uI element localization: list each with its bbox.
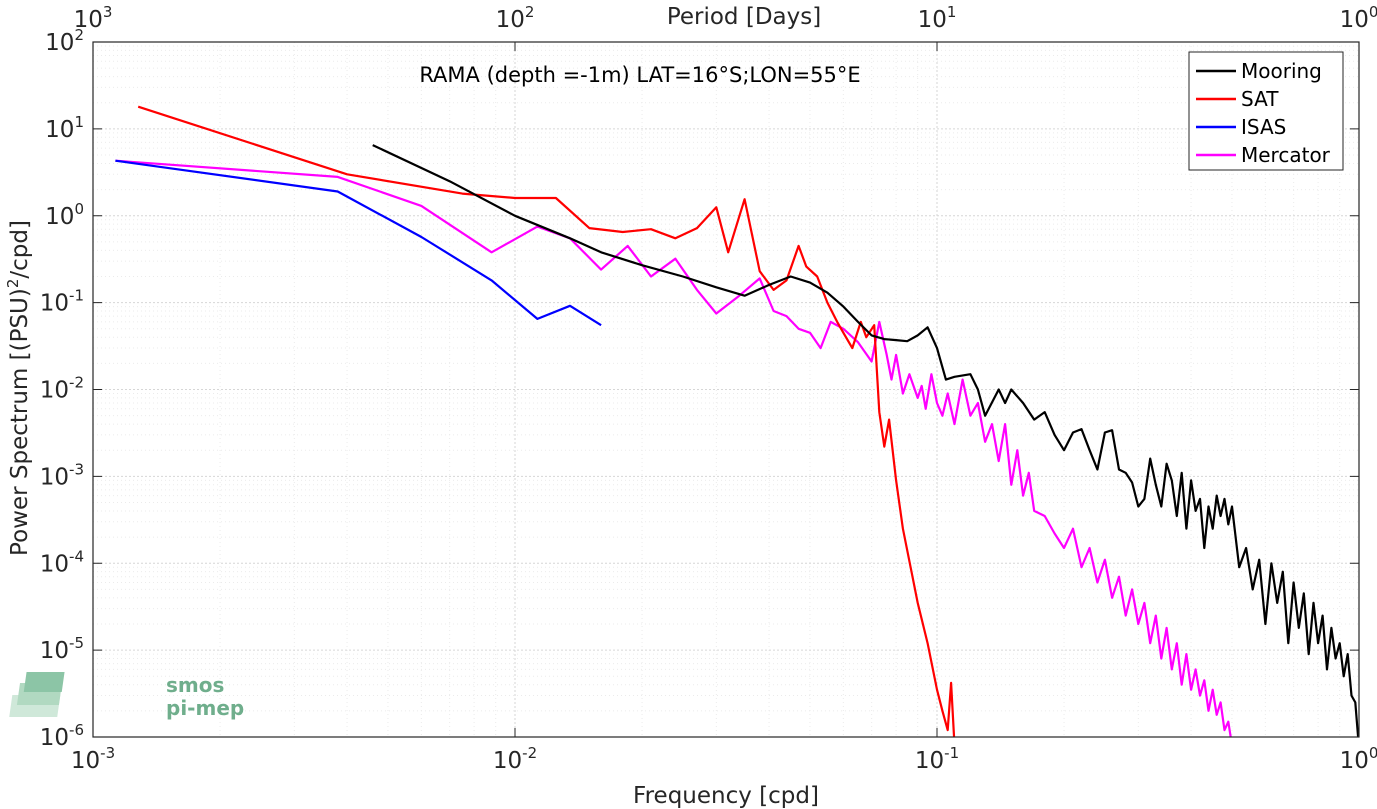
y-tick-label: 100	[45, 200, 84, 230]
y-tick-label-base: 10	[40, 551, 69, 577]
y-tick-label: 102	[45, 26, 84, 56]
smos-pimep-logo: smos pi-mep	[9, 672, 244, 720]
logo-shape	[23, 672, 65, 692]
x-tick-label-exp: -3	[100, 744, 115, 762]
series-line-isas	[115, 159, 602, 327]
legend-label-sat: SAT	[1241, 87, 1279, 111]
x-tick-label-base: 10	[1340, 748, 1369, 774]
chart-title: RAMA (depth =-1m) LAT=16°S;LON=55°E	[419, 63, 860, 87]
legend-label-mercator: Mercator	[1241, 143, 1331, 167]
x2-axis-label: Period [Days]	[667, 4, 821, 30]
series-line-mercator	[115, 159, 1232, 737]
y-axis-label-tail: /cpd]	[7, 220, 33, 279]
x-tick-label-base: 10	[71, 748, 100, 774]
x2-tick-label-exp: 2	[525, 3, 535, 21]
y-tick-label-exp: 1	[74, 113, 84, 131]
legend-label-mooring: Mooring	[1241, 59, 1322, 83]
y-tick-label-exp: -3	[69, 460, 84, 478]
x-tick-label: 10-3	[71, 744, 115, 774]
x-tick-label: 100	[1340, 744, 1377, 774]
y-tick-label-exp: -2	[69, 374, 84, 392]
y-tick-label-base: 10	[45, 117, 74, 143]
legend: Mooring SAT ISAS Mercator	[1188, 51, 1344, 171]
series-line-sat	[137, 105, 956, 737]
grid-lines	[92, 42, 1359, 738]
logo-text-pimep: pi-mep	[166, 696, 244, 720]
y-tick-label-exp: -4	[69, 547, 84, 565]
y-tick-label-exp: 0	[74, 200, 84, 218]
x2-tick-label: 102	[496, 3, 535, 33]
x2-tick-label-base: 10	[74, 7, 103, 33]
logo-text-smos: smos	[166, 673, 224, 697]
y-tick-label-base: 10	[40, 378, 69, 404]
x-tick-label: 10-1	[915, 744, 959, 774]
y-tick-label-exp: -1	[69, 287, 84, 305]
legend-label-isas: ISAS	[1241, 115, 1286, 139]
y-tick-label-base: 10	[40, 291, 69, 317]
x2-tick-label-base: 10	[496, 7, 525, 33]
x-tick-label-exp: -2	[522, 744, 537, 762]
series-lines	[115, 105, 1359, 737]
x-tick-label: 10-2	[493, 744, 537, 774]
y-tick-label-base: 10	[45, 204, 74, 230]
y-tick-label-exp: -5	[69, 634, 84, 652]
x2-tick-label: 101	[918, 3, 957, 33]
y-tick-label: 10-4	[40, 547, 84, 577]
x2-tick-label: 103	[74, 3, 113, 33]
x2-tick-label-exp: 0	[1369, 3, 1377, 21]
series-line-mooring	[372, 144, 1359, 737]
y-axis-label: Power Spectrum [(PSU)2/cpd]	[4, 220, 33, 556]
y-tick-label-exp: -6	[69, 721, 84, 739]
y-tick-label: 10-1	[40, 287, 84, 317]
x-tick-label-exp: -1	[944, 744, 959, 762]
y-tick-label: 10-6	[40, 721, 84, 751]
y-tick-label-base: 10	[40, 638, 69, 664]
x2-tick-label-exp: 1	[947, 3, 957, 21]
x-axis-label: Frequency [cpd]	[633, 783, 819, 809]
y-tick-label-base: 10	[40, 725, 69, 751]
x2-tick-label-base: 10	[1340, 7, 1369, 33]
x-tick-label-base: 10	[915, 748, 944, 774]
y-tick-label: 10-3	[40, 460, 84, 490]
y-tick-label-base: 10	[40, 464, 69, 490]
x-tick-label-base: 10	[493, 748, 522, 774]
x2-tick-label-base: 10	[918, 7, 947, 33]
y-tick-label: 10-2	[40, 374, 84, 404]
y-tick-label: 10-5	[40, 634, 84, 664]
x-tick-label-exp: 0	[1369, 744, 1377, 762]
x2-tick-label: 100	[1340, 3, 1377, 33]
y-axis-label-sup: 2	[4, 279, 22, 289]
y-tick-label-exp: 2	[74, 26, 84, 44]
y-tick-label: 101	[45, 113, 84, 143]
x2-tick-label-exp: 3	[103, 3, 113, 21]
y-tick-label-base: 10	[45, 30, 74, 56]
y-axis-label-main: Power Spectrum [(PSU)	[7, 288, 33, 556]
